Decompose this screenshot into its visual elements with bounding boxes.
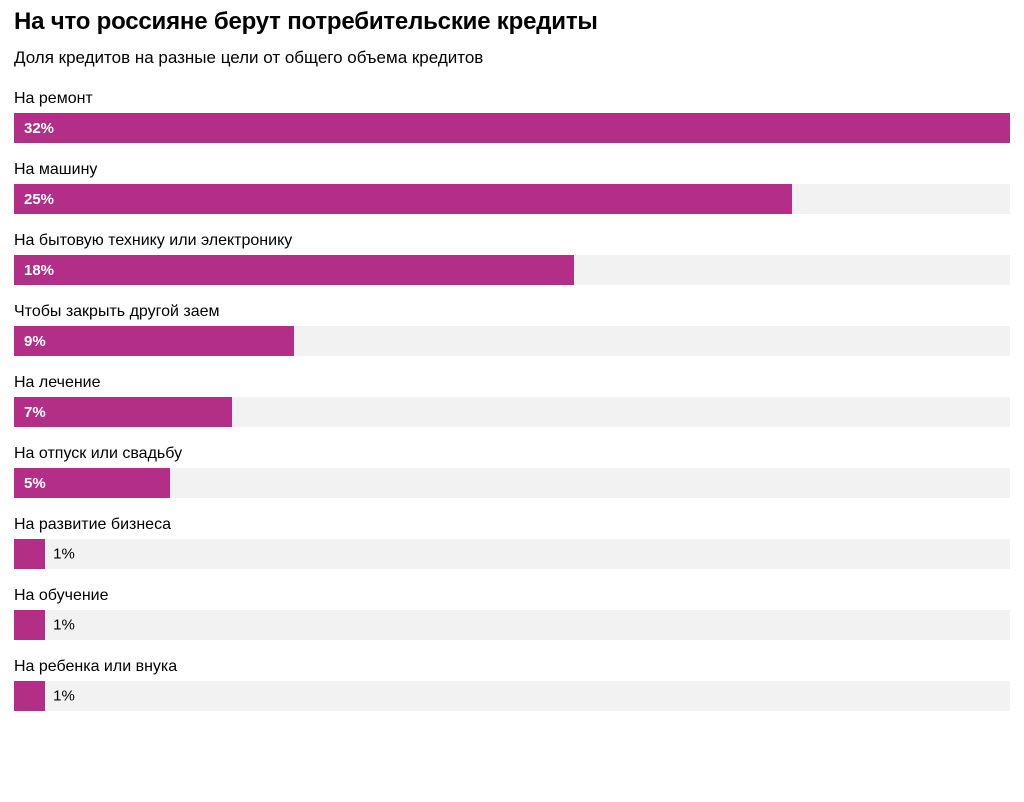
bar-fill: 9% (14, 326, 294, 356)
bar-label: На обучение (14, 587, 1010, 605)
chart-row: На развитие бизнеса 1% (14, 516, 1010, 569)
bar-value: 1% (45, 688, 75, 705)
bar-fill: 7% (14, 397, 232, 427)
chart-row: На обучение 1% (14, 587, 1010, 640)
bar-label: На бытовую технику или электронику (14, 232, 1010, 250)
bar-fill: 5% (14, 468, 170, 498)
bar-value: 25% (14, 191, 54, 208)
bar-value: 9% (14, 333, 46, 350)
bar-value: 7% (14, 404, 46, 421)
chart-row: На ремонт 32% (14, 90, 1010, 143)
bar-fill (14, 681, 45, 711)
bar-track: 9% (14, 326, 1010, 356)
bar-fill: 32% (14, 113, 1010, 143)
bar-fill (14, 539, 45, 569)
bar-track: 32% (14, 113, 1010, 143)
bar-track: 18% (14, 255, 1010, 285)
bar-label: На ремонт (14, 90, 1010, 108)
bar-track: 25% (14, 184, 1010, 214)
chart-row: На лечение 7% (14, 374, 1010, 427)
bar-fill (14, 610, 45, 640)
bar-label: На машину (14, 161, 1010, 179)
bar-track: 1% (14, 681, 1010, 711)
bar-fill: 25% (14, 184, 792, 214)
bar-track: 1% (14, 610, 1010, 640)
chart-row: На бытовую технику или электронику 18% (14, 232, 1010, 285)
bar-value: 32% (14, 120, 54, 137)
bar-label: Чтобы закрыть другой заем (14, 303, 1010, 321)
bar-fill: 18% (14, 255, 574, 285)
chart-rows: На ремонт 32% На машину 25% На бытовую техни… (14, 90, 1010, 711)
bar-label: На ребенка или внука (14, 658, 1010, 676)
bar-value: 18% (14, 262, 54, 279)
bar-value: 1% (45, 617, 75, 634)
chart-row: Чтобы закрыть другой заем 9% (14, 303, 1010, 356)
bar-track: 5% (14, 468, 1010, 498)
bar-track: 1% (14, 539, 1010, 569)
bar-label: На отпуск или свадьбу (14, 445, 1010, 463)
chart-row: На ребенка или внука 1% (14, 658, 1010, 711)
bar-track: 7% (14, 397, 1010, 427)
chart-subtitle: Доля кредитов на разные цели от общего о… (14, 48, 1010, 68)
chart-title: На что россияне берут потребительские кр… (14, 8, 1010, 36)
bar-label: На лечение (14, 374, 1010, 392)
bar-value: 5% (14, 475, 46, 492)
bar-label: На развитие бизнеса (14, 516, 1010, 534)
chart-row: На отпуск или свадьбу 5% (14, 445, 1010, 498)
chart-row: На машину 25% (14, 161, 1010, 214)
bar-value: 1% (45, 546, 75, 563)
